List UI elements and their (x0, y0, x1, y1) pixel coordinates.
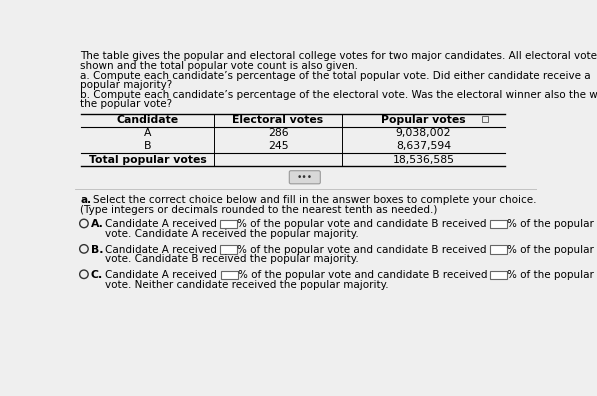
Text: C.: C. (91, 270, 103, 280)
Text: Select the correct choice below and fill in the answer boxes to complete your ch: Select the correct choice below and fill… (93, 195, 537, 206)
Text: 8,637,594: 8,637,594 (396, 141, 451, 151)
Text: Popular votes: Popular votes (381, 115, 466, 125)
Text: popular majority?: popular majority? (80, 80, 173, 90)
Text: % of the popular: % of the popular (507, 270, 594, 280)
Text: a. Compute each candidate’s percentage of the total popular vote. Did either can: a. Compute each candidate’s percentage o… (80, 70, 590, 81)
Text: % of the popular vote and candidate B received: % of the popular vote and candidate B re… (238, 245, 490, 255)
Text: Total popular votes: Total popular votes (88, 154, 207, 165)
Text: 286: 286 (267, 128, 288, 138)
Text: 18,536,585: 18,536,585 (392, 154, 454, 165)
Text: % of the popular: % of the popular (507, 245, 594, 255)
FancyBboxPatch shape (290, 171, 321, 184)
Text: •••: ••• (297, 173, 313, 183)
Text: Electoral votes: Electoral votes (232, 115, 324, 125)
Text: % of the popular vote and candidate B received: % of the popular vote and candidate B re… (238, 270, 490, 280)
Text: 245: 245 (267, 141, 288, 151)
Text: (Type integers or decimals rounded to the nearest tenth as needed.): (Type integers or decimals rounded to th… (80, 205, 438, 215)
Text: Candidate: Candidate (116, 115, 179, 125)
Text: % of the popular: % of the popular (507, 219, 594, 229)
Text: Candidate A received: Candidate A received (106, 270, 220, 280)
Text: B: B (144, 141, 151, 151)
Text: vote. Candidate A received the popular majority.: vote. Candidate A received the popular m… (105, 229, 359, 239)
Text: % of the popular vote and candidate B received: % of the popular vote and candidate B re… (237, 219, 490, 229)
Bar (490, 220, 507, 228)
Bar (220, 271, 238, 279)
Bar (482, 116, 488, 122)
Bar (220, 220, 237, 228)
Text: 9,038,002: 9,038,002 (396, 128, 451, 138)
Text: shown and the total popular vote count is also given.: shown and the total popular vote count i… (80, 61, 358, 71)
Text: B.: B. (91, 245, 103, 255)
Text: A.: A. (91, 219, 104, 229)
Text: the popular vote?: the popular vote? (80, 99, 172, 110)
Text: Candidate A received: Candidate A received (105, 245, 220, 255)
Text: A: A (144, 128, 151, 138)
Text: The table gives the popular and electoral college votes for two major candidates: The table gives the popular and electora… (80, 51, 597, 61)
Text: a.: a. (80, 195, 91, 206)
Text: Candidate A received: Candidate A received (105, 219, 220, 229)
Bar (220, 246, 238, 254)
Text: b. Compute each candidate’s percentage of the electoral vote. Was the electoral : b. Compute each candidate’s percentage o… (80, 90, 597, 100)
Text: vote. Candidate B received the popular majority.: vote. Candidate B received the popular m… (105, 254, 359, 264)
Bar (490, 271, 507, 279)
Text: vote. Neither candidate received the popular majority.: vote. Neither candidate received the pop… (106, 280, 389, 290)
Bar (490, 246, 507, 254)
